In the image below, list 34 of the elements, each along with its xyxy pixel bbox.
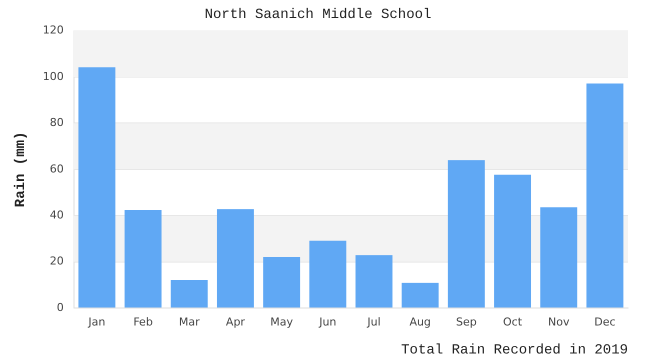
bar: [78, 67, 116, 308]
bar: [309, 240, 346, 308]
x-tick-label: Jul: [366, 315, 381, 328]
x-tick-label: Sep: [456, 315, 477, 328]
y-tick-label: 120: [42, 24, 64, 37]
x-tick-label: Dec: [594, 315, 616, 328]
x-tick-label: May: [270, 315, 294, 328]
bar: [494, 174, 532, 308]
y-tick-label: 0: [56, 300, 64, 314]
chart-title: North Saanich Middle School: [204, 7, 432, 24]
y-axis-title: Rain (mm): [12, 132, 29, 208]
bar: [586, 83, 624, 308]
x-tick-label: Mar: [178, 315, 200, 328]
y-tick-label: 60: [50, 162, 64, 176]
bar: [448, 160, 485, 308]
x-tick-label: Feb: [133, 315, 153, 328]
y-tick-label: 80: [50, 116, 64, 130]
x-tick-label: Jan: [87, 315, 106, 328]
bar: [216, 209, 254, 308]
bar: [540, 207, 578, 308]
x-tick-label: Apr: [226, 315, 246, 328]
bar: [124, 210, 162, 308]
bar: [402, 282, 439, 308]
bar: [356, 255, 392, 308]
bar: [170, 280, 208, 308]
x-tick-label: Aug: [409, 315, 431, 328]
bar: [263, 256, 300, 308]
y-tick-label: 100: [42, 70, 64, 83]
x-axis-title: Total Rain Recorded in 2019: [401, 342, 628, 358]
y-tick-label: 20: [50, 254, 64, 268]
y-tick-label: 40: [50, 208, 64, 222]
x-tick-label: Nov: [548, 315, 570, 328]
x-tick-label: Oct: [503, 315, 523, 328]
x-tick-label: Jun: [318, 315, 336, 328]
